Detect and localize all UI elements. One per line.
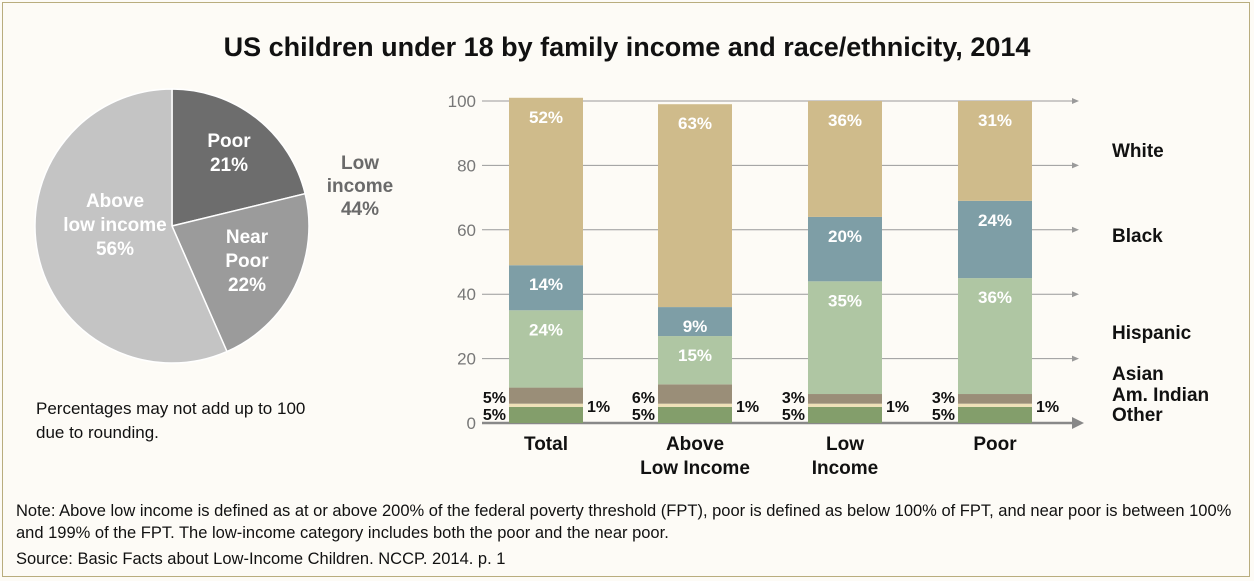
legend-entry-asian: Asian: [1112, 364, 1164, 385]
bar-label-other-low-income: 5%: [782, 407, 805, 424]
bar-segment-other-low-income: [808, 406, 882, 423]
gridline-arrow-40: [1072, 291, 1079, 298]
pie-label-above-low-income: Above low income 56%: [63, 191, 166, 260]
y-tick-label-80: 80: [457, 156, 476, 175]
bar-segment-black-above-low-income: [658, 307, 732, 337]
bar-segment-white-poor: [958, 101, 1032, 201]
pie-slice-poor: [171, 88, 307, 227]
bar-segment-hispanic-total: [509, 310, 583, 388]
bar-label-black-above-low-income: 9%: [683, 317, 708, 336]
bar-segment-asian-low-income: [808, 394, 882, 404]
x-category-label-low-income: Low Income: [812, 434, 879, 479]
x-category-label-poor: Poor: [973, 434, 1017, 455]
bar-label-other-above-low-income: 5%: [632, 407, 655, 424]
pie-annotation-low-income: Low income 44%: [327, 153, 394, 220]
gridline-arrow-100: [1072, 98, 1079, 104]
bar-segment-white-total: [509, 97, 583, 266]
bar-segment-other-total: [509, 406, 583, 423]
bar-label-white-low-income: 36%: [828, 111, 862, 130]
gridline-arrow-80: [1072, 162, 1079, 169]
bar-segment-asian-above-low-income: [658, 384, 732, 404]
bar-label-black-poor: 24%: [978, 211, 1012, 230]
chart-title: US children under 18 by family income an…: [223, 32, 1031, 62]
y-tick-label-100: 100: [448, 92, 476, 111]
bar-segment-am-indian-low-income: [808, 403, 882, 407]
x-axis-arrow: [1072, 417, 1084, 429]
bar-label-hispanic-above-low-income: 15%: [678, 346, 712, 365]
gridline-arrow-60: [1072, 226, 1079, 233]
legend-entry-am-indian: Am. Indian: [1112, 385, 1209, 406]
bar-label-hispanic-total: 24%: [529, 320, 563, 339]
bar-label-white-poor: 31%: [978, 111, 1012, 130]
y-tick-label-0: 0: [467, 414, 476, 433]
bar-segment-am-indian-above-low-income: [658, 403, 732, 407]
bar-segment-hispanic-poor: [958, 278, 1032, 395]
bar-label-white-above-low-income: 63%: [678, 114, 712, 133]
pie-chart: Poor 21% Near Poor 22% Above low income 56% Low i…: [34, 88, 394, 364]
x-category-label-above-low-income: Above Low Income: [640, 434, 750, 479]
legend-entry-other: Other: [1112, 405, 1163, 426]
legend-entry-black: Black: [1112, 226, 1163, 247]
bar-segment-black-low-income: [808, 216, 882, 282]
rounding-disclaimer: Percentages may not add up to 100 due to…: [36, 397, 305, 445]
pie-label-poor: Poor 21%: [207, 131, 251, 176]
disclaimer-line-1: Percentages may not add up to 100: [36, 399, 306, 418]
bar-segment-white-low-income: [808, 101, 882, 217]
bar-segment-other-poor: [958, 406, 1032, 423]
bar-label-white-total: 52%: [529, 108, 563, 127]
pie-label-near-poor: Near Poor 22%: [225, 227, 269, 296]
gridline-arrow-20: [1072, 355, 1079, 362]
y-tick-label-40: 40: [457, 285, 476, 304]
y-tick-label-20: 20: [457, 350, 476, 369]
legend-entry-white: White: [1112, 141, 1164, 162]
bar-segment-asian-total: [509, 387, 583, 404]
bar-label-am-indian-low-income: 1%: [886, 399, 909, 416]
bar-segment-hispanic-low-income: [808, 281, 882, 395]
bar-label-asian-poor: 3%: [932, 390, 955, 407]
bar-segment-white-above-low-income: [658, 104, 732, 308]
bar-segment-am-indian-total: [509, 403, 583, 407]
stacked-bar-chart: 0 20 40 60 80 100 5% 1% 5% 24% 14% 52% Total 5% 1% 6% 15…: [448, 92, 1210, 479]
bar-segment-black-poor: [958, 200, 1032, 279]
y-tick-label-60: 60: [457, 221, 476, 240]
bar-label-hispanic-low-income: 35%: [828, 291, 862, 310]
x-category-label-total: Total: [524, 434, 568, 455]
pie-slice-near-poor: [170, 192, 310, 353]
bar-label-asian-above-low-income: 6%: [632, 390, 655, 407]
bar-label-am-indian-total: 1%: [587, 399, 610, 416]
bar-label-black-low-income: 20%: [828, 227, 862, 246]
bar-label-asian-low-income: 3%: [782, 390, 805, 407]
bar-segment-black-total: [509, 265, 583, 311]
disclaimer-line-2: due to rounding.: [36, 423, 159, 442]
bar-segment-other-above-low-income: [658, 406, 732, 423]
bar-label-asian-total: 5%: [483, 390, 506, 407]
source-citation: Source: Basic Facts about Low-Income Chi…: [16, 550, 506, 568]
bar-label-other-total: 5%: [483, 407, 506, 424]
bar-label-black-total: 14%: [529, 275, 563, 294]
bar-label-am-indian-poor: 1%: [1036, 399, 1059, 416]
bar-segment-hispanic-above-low-income: [658, 336, 732, 385]
definition-note: Note: Above low income is defined as at …: [16, 502, 1232, 542]
legend-entry-hispanic: Hispanic: [1112, 323, 1192, 344]
pie-slice-above-low-income: [34, 88, 228, 364]
bar-segment-am-indian-poor: [958, 403, 1032, 407]
bar-segment-asian-poor: [958, 394, 1032, 404]
bar-label-other-poor: 5%: [932, 407, 955, 424]
bar-label-am-indian-above-low-income: 1%: [736, 399, 759, 416]
bar-label-hispanic-poor: 36%: [978, 288, 1012, 307]
